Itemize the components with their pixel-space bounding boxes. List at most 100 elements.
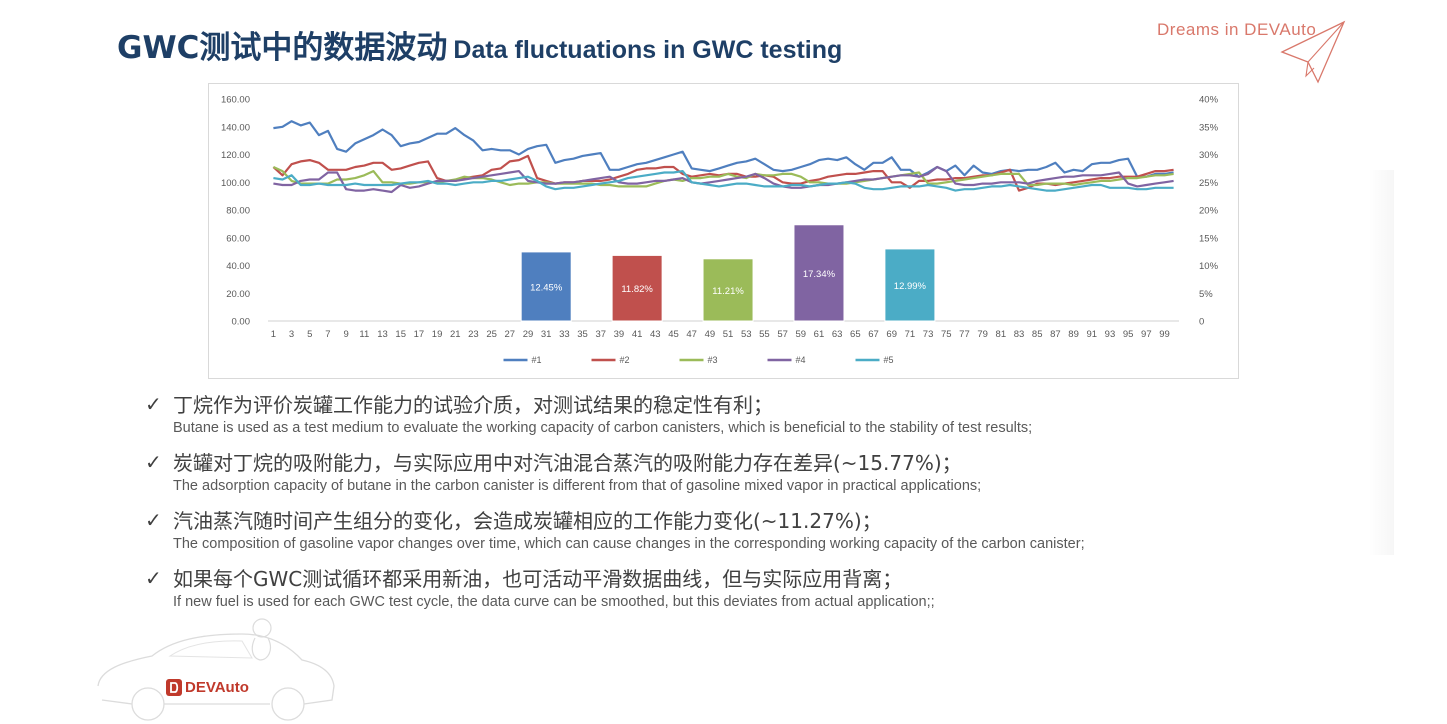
x-tick-label: 37: [595, 329, 606, 340]
series-line-s5: [273, 169, 1174, 192]
x-tick-label: 5: [307, 329, 312, 340]
x-tick-label: 19: [432, 329, 443, 340]
legend-label: #3: [708, 355, 718, 365]
x-tick-label: 47: [686, 329, 697, 340]
check-icon: ✓: [145, 566, 162, 590]
x-tick-label: 99: [1159, 329, 1170, 340]
bar-data-label: 12.99%: [894, 281, 927, 292]
x-tick-label: 75: [941, 329, 952, 340]
x-tick-label: 25: [486, 329, 497, 340]
x-tick-label: 9: [343, 329, 348, 340]
check-icon: ✓: [145, 508, 162, 532]
bullet-text-en: Butane is used as a test medium to evalu…: [173, 420, 1033, 436]
x-tick-label: 1: [271, 329, 276, 340]
y-right-tick-label: 15%: [1199, 233, 1219, 244]
y-left-tick-label: 60.00: [226, 233, 250, 244]
bar-s1: [520, 251, 572, 322]
x-tick-label: 21: [450, 329, 461, 340]
bar-s5: [884, 248, 936, 322]
devauto-logo-icon: [166, 679, 182, 696]
paper-plane-icon: [1280, 20, 1346, 84]
check-icon: ✓: [145, 392, 162, 416]
y-left-tick-label: 40.00: [226, 261, 250, 272]
x-tick-label: 41: [632, 329, 643, 340]
x-tick-label: 91: [1086, 329, 1097, 340]
devauto-logo-text: DEVAuto: [185, 679, 249, 696]
y-right-tick-label: 30%: [1199, 150, 1219, 161]
bar-s2: [611, 254, 663, 322]
legend-label: #5: [884, 355, 894, 365]
x-tick-label: 35: [577, 329, 588, 340]
bar-s4: [793, 224, 845, 322]
x-tick-label: 65: [850, 329, 861, 340]
page-edge-shadow: [1368, 170, 1394, 555]
x-tick-label: 63: [832, 329, 843, 340]
x-tick-label: 13: [377, 329, 388, 340]
series-line-s1: [273, 120, 1174, 178]
y-right-tick-label: 35%: [1199, 122, 1219, 133]
y-left-tick-label: 140.00: [221, 122, 250, 133]
bullet-text-en: The adsorption capacity of butane in the…: [173, 478, 982, 494]
x-tick-label: 51: [723, 329, 734, 340]
x-tick-label: 83: [1014, 329, 1025, 340]
devauto-logo: DEVAuto: [166, 679, 249, 696]
line-bar-chart: 0.00 20.00 40.00 60.00 80.00 100.00 120.00 140.…: [221, 95, 1219, 366]
x-tick-label: 27: [505, 329, 516, 340]
x-tick-label: 31: [541, 329, 552, 340]
bullet-item: ✓ 如果每个GWC测试循环都采用新油，也可活动平滑数据曲线，但与实际应用背离； …: [145, 566, 1295, 612]
x-tick-label: 89: [1068, 329, 1079, 340]
bar-data-label: 11.21%: [712, 286, 744, 297]
y-right-tick-label: 40%: [1199, 95, 1219, 106]
bullet-item: ✓ 汽油蒸汽随时间产生组分的变化，会造成炭罐相应的工作能力变化(~11.27%)…: [145, 508, 1295, 554]
x-tick-label: 55: [759, 329, 770, 340]
x-tick-label: 3: [289, 329, 294, 340]
x-tick-label: 45: [668, 329, 679, 340]
bullet-text-zh: 丁烷作为评价炭罐工作能力的试验介质，对测试结果的稳定性有利；: [173, 393, 773, 417]
x-tick-label: 7: [325, 329, 330, 340]
x-tick-label: 71: [905, 329, 916, 340]
bullet-text-zh: 如果每个GWC测试循环都采用新油，也可活动平滑数据曲线，但与实际应用背离；: [173, 567, 903, 591]
chart-panel: 0.00 20.00 40.00 60.00 80.00 100.00 120.00 140.…: [208, 83, 1239, 379]
check-icon: ✓: [145, 450, 162, 474]
y-left-tick-label: 100.00: [221, 178, 250, 189]
x-tick-label: 87: [1050, 329, 1061, 340]
brand-tagline: Dreams in DEVAuto: [1157, 20, 1317, 39]
y-left-tick-label: 120.00: [221, 150, 250, 161]
car-outline-illustration: [97, 618, 335, 721]
bullet-item: ✓ 丁烷作为评价炭罐工作能力的试验介质，对测试结果的稳定性有利； Butane …: [145, 392, 1295, 438]
legend-label: #1: [532, 355, 542, 365]
page-title: GWC测试中的数据波动 Data fluctuations in GWC test…: [117, 22, 842, 67]
y-right-tick-label: 10%: [1199, 261, 1219, 272]
x-tick-label: 49: [705, 329, 716, 340]
page-title-zh: GWC测试中的数据波动: [117, 30, 448, 66]
bar-s3: [702, 258, 754, 322]
x-tick-label: 53: [741, 329, 752, 340]
y-right-tick-label: 25%: [1199, 178, 1219, 189]
legend-label: #4: [796, 355, 806, 365]
x-tick-label: 93: [1105, 329, 1116, 340]
y-right-tick-label: 20%: [1199, 206, 1219, 217]
y-right-tick-label: 0: [1199, 317, 1204, 328]
x-tick-label: 15: [395, 329, 406, 340]
legend-label: #2: [620, 355, 630, 365]
bar-data-label: 17.34%: [803, 269, 836, 280]
x-tick-label: 85: [1032, 329, 1043, 340]
bullet-list: ✓ 丁烷作为评价炭罐工作能力的试验介质，对测试结果的稳定性有利； Butane …: [145, 392, 1295, 624]
y-left-tick-label: 0.00: [232, 317, 251, 328]
x-tick-label: 61: [814, 329, 825, 340]
x-tick-label: 11: [359, 329, 369, 340]
x-tick-label: 39: [614, 329, 625, 340]
x-tick-label: 67: [868, 329, 879, 340]
y-left-tick-label: 80.00: [226, 206, 250, 217]
bullet-text-zh: 炭罐对丁烷的吸附能力，与实际应用中对汽油混合蒸汽的吸附能力存在差异(~15.77…: [173, 451, 962, 475]
x-tick-label: 57: [777, 329, 788, 340]
x-tick-label: 79: [977, 329, 988, 340]
y-left-tick-label: 160.00: [221, 95, 250, 106]
bullet-text-en: The composition of gasoline vapor change…: [173, 536, 1085, 552]
x-tick-label: 29: [523, 329, 534, 340]
y-right-tick-label: 5%: [1199, 289, 1213, 300]
x-tick-label: 59: [796, 329, 807, 340]
x-tick-label: 33: [559, 329, 570, 340]
x-tick-label: 73: [923, 329, 934, 340]
x-tick-label: 43: [650, 329, 661, 340]
